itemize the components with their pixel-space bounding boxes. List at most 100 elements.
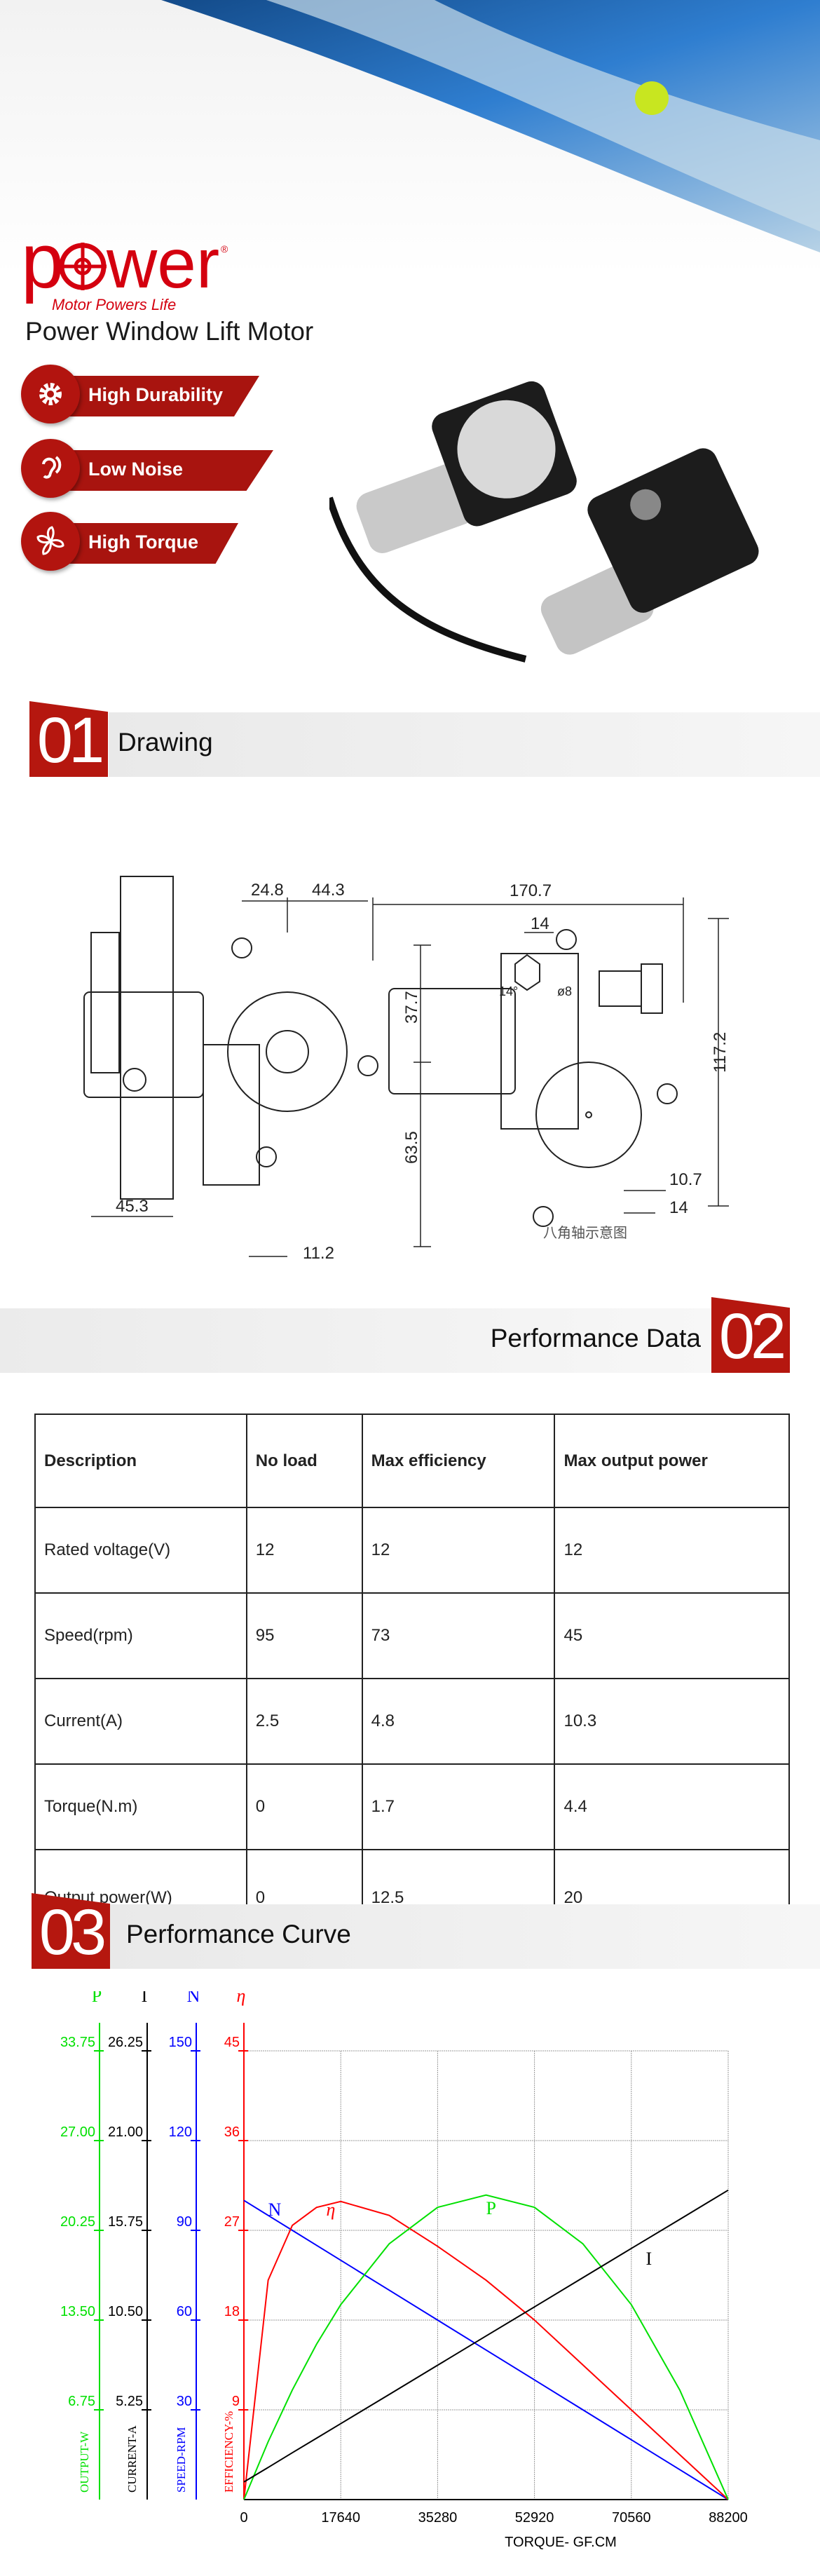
table-cell: No load: [245, 1414, 363, 1508]
table-header-row: Description No load Max efficiency Max outp…: [34, 1414, 790, 1508]
table-cell: 4.8: [361, 1678, 556, 1765]
power-logo: p wer ® Motor Powers Life: [21, 224, 228, 313]
drawing-caption: 八角轴示意图: [543, 1225, 627, 1241]
svg-text:p: p: [21, 224, 61, 304]
table-cell: 1.7: [361, 1763, 556, 1850]
table-cell: 0: [245, 1763, 363, 1850]
y-axis-label: CURRENT-A: [125, 2425, 139, 2493]
section-title: Performance Data: [490, 1324, 701, 1353]
table-cell: 4.4: [554, 1763, 790, 1850]
x-tick-label: 17640: [321, 2510, 360, 2526]
y-axis-symbol: I: [142, 1991, 148, 2006]
dim-label: 14: [531, 914, 549, 933]
y-tick-label: 5.25: [116, 2394, 143, 2409]
table-row: Torque(N.m) 0 1.7 4.4: [34, 1763, 790, 1850]
series-label: P: [486, 2198, 496, 2218]
y-axis-label: SPEED-RPM: [175, 2427, 188, 2493]
x-tick-label: 35280: [418, 2510, 458, 2526]
series-label: I: [646, 2249, 652, 2269]
dim-label: 44.3: [312, 881, 345, 900]
feature-label: High Durability: [88, 384, 224, 405]
y-tick-label: 26.25: [108, 2035, 143, 2050]
svg-text:wer: wer: [106, 224, 219, 303]
table-cell: 95: [245, 1592, 363, 1679]
y-tick-label: 30: [177, 2394, 192, 2409]
section-header-performance-curve: 03 Performance Curve: [0, 1893, 820, 1970]
table-cell: 10.3: [554, 1678, 790, 1765]
y-tick-label: 6.75: [68, 2394, 95, 2409]
section-header-drawing: 01 Drawing: [0, 701, 820, 778]
fan-icon: [36, 526, 64, 555]
y-tick-label: 27: [224, 2214, 240, 2230]
y-axis-label: EFFICIENCY-%: [222, 2411, 235, 2493]
dim-label: 37.7: [402, 991, 421, 1024]
section-title: Performance Curve: [126, 1920, 351, 1948]
y-tick-label: 10.50: [108, 2304, 143, 2319]
performance-table: Description No load Max efficiency Max outp…: [34, 1414, 790, 1947]
gear-icon: [39, 383, 62, 405]
y-tick-label: 13.50: [60, 2304, 95, 2319]
section-number: 02: [711, 1297, 790, 1373]
motor-product-photo: [329, 381, 759, 663]
y-tick-label: 120: [169, 2124, 192, 2140]
y-tick-label: 27.00: [60, 2124, 95, 2140]
y-tick-label: 9: [232, 2394, 240, 2409]
svg-text:Motor Powers Life: Motor Powers Life: [52, 296, 176, 313]
table-cell: 12: [554, 1507, 790, 1594]
x-tick-label: 88200: [709, 2510, 748, 2526]
table-cell: Current(A): [34, 1678, 247, 1765]
table-cell: Torque(N.m): [34, 1763, 247, 1850]
feature-low-noise: Low Noise: [21, 439, 273, 498]
section-number: 01: [29, 701, 108, 777]
y-tick-label: 15.75: [108, 2214, 143, 2230]
x-tick-label: 0: [240, 2510, 247, 2526]
table-cell: 45: [554, 1592, 790, 1679]
y-tick-label: 21.00: [108, 2124, 143, 2140]
y-tick-label: 60: [177, 2304, 192, 2319]
table-cell: Description: [34, 1414, 247, 1508]
svg-text:®: ®: [221, 243, 228, 255]
x-tick-label: 52920: [515, 2510, 554, 2526]
table-row: Current(A) 2.5 4.8 10.3: [34, 1678, 790, 1765]
dim-label: 14: [669, 1198, 688, 1217]
table-cell: 2.5: [245, 1678, 363, 1765]
dim-label: 10.7: [669, 1170, 702, 1189]
section-title: Drawing: [118, 728, 213, 757]
table-cell: 12: [361, 1507, 556, 1594]
y-axis-symbol: η: [237, 1991, 246, 2006]
y-tick-label: 18: [224, 2304, 240, 2319]
y-tick-label: 45: [224, 2035, 240, 2050]
x-tick-label: 70560: [612, 2510, 651, 2526]
table-row: Rated voltage(V) 12 12 12: [34, 1507, 790, 1594]
y-tick-label: 150: [169, 2035, 192, 2050]
product-title: Power Window Lift Motor: [25, 317, 314, 346]
table-cell: Rated voltage(V): [34, 1507, 247, 1594]
car-window-image: [0, 0, 820, 252]
table-cell: Max output power: [554, 1414, 790, 1508]
dim-label: ø8: [557, 984, 572, 998]
table-cell: Speed(rpm): [34, 1592, 247, 1679]
y-axis-symbol: N: [187, 1991, 200, 2006]
y-tick-label: 36: [224, 2124, 240, 2140]
section-number: 03: [32, 1893, 110, 1969]
y-axis-label: OUTPUT-W: [78, 2431, 91, 2493]
feature-high-torque: High Torque: [21, 512, 273, 571]
feature-high-durability: High Durability: [21, 365, 273, 423]
table-cell: 12: [245, 1507, 363, 1594]
feature-label: High Torque: [88, 531, 198, 553]
dim-label: 45.3: [116, 1197, 149, 1216]
performance-curve-chart: 0 17640 35280 52920 70560 88200 TORQUE- GF.CM P…: [60, 1991, 748, 2550]
dim-label: 170.7: [510, 881, 552, 900]
y-tick-label: 33.75: [60, 2035, 95, 2050]
series-label: η: [326, 2199, 335, 2220]
technical-drawing: 170.7 117.2 45.3 24.8 44.3 37.7 63.5 11.…: [83, 876, 730, 1263]
series-label: N: [268, 2199, 282, 2220]
dim-label: 63.5: [402, 1131, 421, 1164]
y-tick-label: 20.25: [60, 2214, 95, 2230]
y-tick-label: 90: [177, 2214, 192, 2230]
dim-label: 24.8: [251, 881, 284, 900]
ear-icon: [42, 456, 62, 479]
feature-label: Low Noise: [88, 459, 184, 480]
dim-label: 11.2: [303, 1244, 334, 1263]
section-header-performance-data: 02 Performance Data: [0, 1297, 820, 1374]
